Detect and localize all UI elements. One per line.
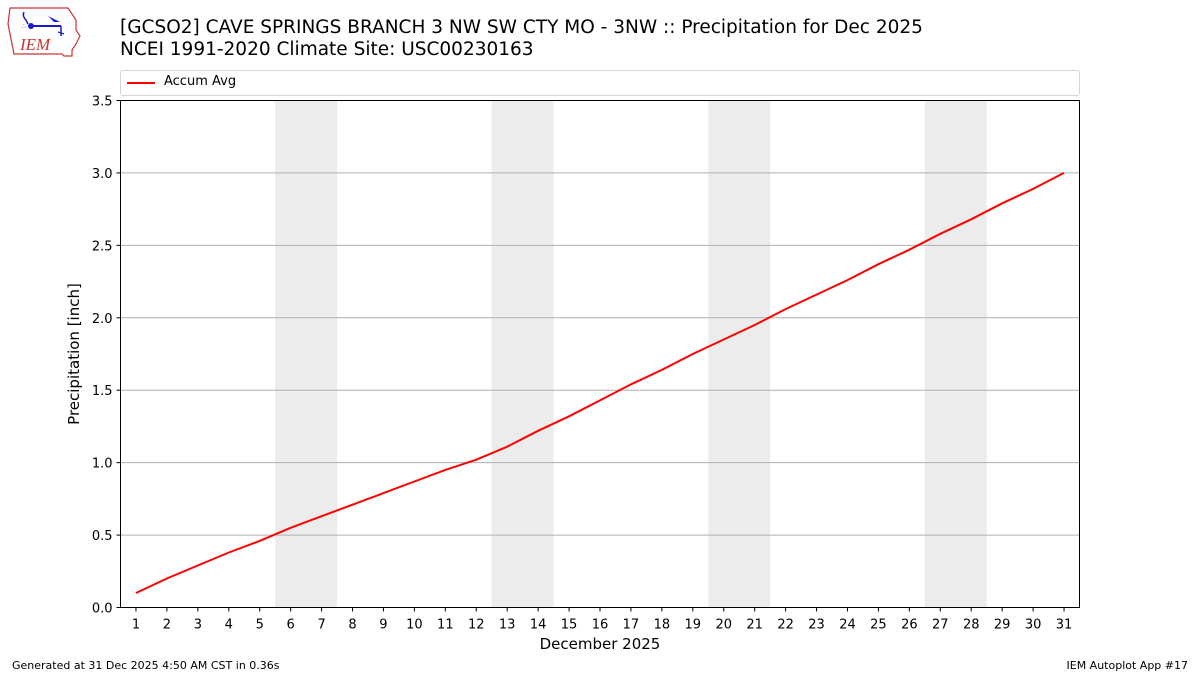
x-tick-label: 9	[379, 618, 387, 633]
accum-avg-line	[135, 172, 1065, 594]
x-tick-label: 30	[1025, 618, 1042, 633]
x-tick-label: 3	[194, 618, 202, 633]
y-tick-label: 3.0	[92, 167, 113, 182]
generated-timestamp: Generated at 31 Dec 2025 4:50 AM CST in …	[12, 659, 280, 672]
iem-logo: ∴ IEM	[6, 4, 82, 60]
x-tick-label: 25	[870, 618, 887, 633]
x-tick-label: 22	[777, 618, 794, 633]
x-axis-label: December 2025	[540, 635, 661, 653]
weekend-band	[708, 100, 771, 608]
y-tick-label: 0.0	[92, 602, 113, 617]
x-tick-label: 6	[287, 618, 295, 633]
weekend-band	[924, 100, 987, 608]
y-tick-label: 1.5	[92, 384, 113, 399]
x-tick-label: 19	[685, 618, 702, 633]
x-tick-label: 28	[963, 618, 980, 633]
y-axis-label: Precipitation [inch]	[65, 283, 83, 425]
x-tick-label: 11	[437, 618, 454, 633]
y-axis-ticks: 0.0 0.5 1.0 1.5 2.0 2.5 3.0 3.5	[92, 95, 121, 617]
x-tick-label: 7	[317, 618, 325, 633]
x-tick-label: 4	[225, 618, 233, 633]
x-tick-label: 20	[715, 618, 732, 633]
iowa-map-icon: ∴ IEM	[7, 7, 81, 57]
chart-title: [GCSO2] CAVE SPRINGS BRANCH 3 NW SW CTY …	[120, 17, 923, 61]
x-tick-label: 17	[623, 618, 640, 633]
x-tick-label: 29	[994, 618, 1011, 633]
x-axis-ticks: 1 2 3 4 5 6 7 8 9 10 11 12 13 14 15 16 17 18 19 20 21 22 23 24 2…	[132, 607, 1073, 633]
legend-line-swatch	[127, 82, 155, 84]
chart-legend: Accum Avg	[120, 70, 1080, 96]
title-line-1: [GCSO2] CAVE SPRINGS BRANCH 3 NW SW CTY …	[120, 17, 923, 38]
x-tick-label: 24	[839, 618, 856, 633]
y-tick-label: 3.5	[92, 95, 113, 110]
weekend-shading	[275, 100, 987, 608]
svg-text:∴: ∴	[22, 23, 26, 30]
app-credit: IEM Autoplot App #17	[1066, 659, 1189, 672]
x-tick-label: 27	[932, 618, 949, 633]
x-tick-label: 5	[256, 618, 264, 633]
x-tick-label: 18	[654, 618, 671, 633]
x-tick-label: 12	[468, 618, 485, 633]
y-tick-label: 2.0	[92, 312, 113, 327]
y-tick-label: 0.5	[92, 529, 113, 544]
y-tick-label: 2.5	[92, 239, 113, 254]
x-tick-label: 16	[592, 618, 609, 633]
x-tick-label: 8	[348, 618, 356, 633]
y-tick-label: 1.0	[92, 457, 113, 472]
x-tick-label: 14	[530, 618, 547, 633]
weekend-band	[491, 100, 554, 608]
legend-label: Accum Avg	[164, 74, 237, 89]
x-tick-label: 13	[499, 618, 516, 633]
x-tick-label: 23	[808, 618, 825, 633]
x-tick-label: 31	[1056, 618, 1073, 633]
x-tick-label: 21	[746, 618, 763, 633]
x-tick-label: 10	[406, 618, 423, 633]
x-tick-label: 1	[132, 618, 140, 633]
title-line-2: NCEI 1991-2020 Climate Site: USC00230163	[120, 39, 534, 60]
x-tick-label: 26	[901, 618, 918, 633]
x-tick-label: 2	[163, 618, 171, 633]
x-tick-label: 15	[561, 618, 578, 633]
svg-text:IEM: IEM	[19, 35, 51, 54]
